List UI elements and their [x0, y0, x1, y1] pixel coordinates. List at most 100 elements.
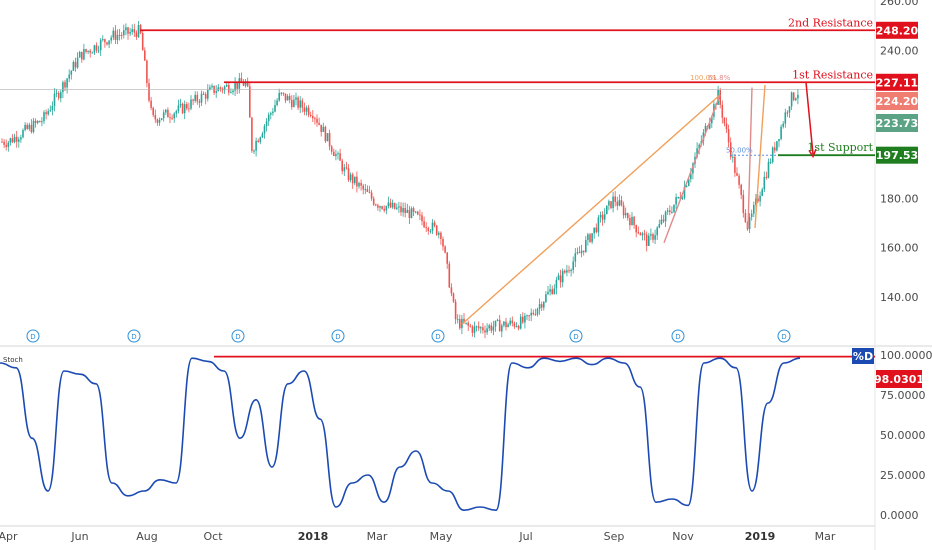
candle-body [648, 235, 650, 246]
candle-body [442, 238, 444, 247]
dividend-marker[interactable] [331, 329, 345, 343]
candle-body [154, 115, 157, 120]
candle-body [402, 208, 404, 213]
candle-body [1, 141, 3, 143]
candle-body [7, 142, 10, 147]
candle-body [505, 321, 507, 328]
candle-body [261, 133, 264, 138]
candle-body [320, 124, 322, 132]
candle-body [723, 117, 726, 124]
candle-body [738, 175, 740, 185]
candle-body [251, 117, 253, 151]
time-tick-label: Oct [203, 530, 223, 543]
candle-body [662, 219, 665, 222]
candle-body [215, 91, 217, 93]
candle-body [95, 45, 98, 51]
dividend-marker-label: D [30, 333, 35, 341]
candle-body [776, 141, 778, 151]
candle-body [606, 205, 608, 215]
candles [1, 20, 799, 339]
candle-body [748, 217, 751, 230]
candle-body [299, 100, 301, 108]
candle-body [526, 315, 528, 317]
candle-body [135, 32, 138, 37]
candle-body [328, 133, 331, 147]
candle-body [677, 197, 679, 199]
candle-body [366, 189, 369, 192]
time-tick-label: Nov [672, 530, 694, 543]
candle-body [85, 49, 87, 52]
candle-body [5, 144, 7, 147]
dividend-marker[interactable] [569, 329, 583, 343]
level-badge [876, 73, 918, 91]
candle-body [532, 312, 535, 315]
candle-body [729, 142, 732, 158]
candle-body [786, 112, 789, 114]
dividend-marker[interactable] [127, 329, 141, 343]
candle-body [412, 208, 415, 212]
candle-body [9, 138, 12, 143]
candle-body [207, 89, 209, 99]
candle-body [608, 201, 610, 206]
candle-body [727, 129, 730, 143]
fib-label: 100.0% [690, 74, 717, 82]
dividend-marker[interactable] [26, 329, 40, 343]
candle-body [234, 83, 236, 91]
candle-body [433, 222, 436, 226]
series-legend-badge [852, 348, 874, 364]
candle-body [173, 113, 175, 119]
candle-body [423, 221, 425, 228]
candle-body [141, 33, 144, 51]
dividend-marker[interactable] [431, 329, 445, 343]
candle-body [641, 233, 644, 236]
candle-body [673, 204, 675, 212]
candle-body [503, 321, 505, 326]
candle-body [429, 230, 432, 232]
candle-body [202, 93, 205, 95]
candle-body [383, 208, 385, 211]
projection-arrow [747, 87, 753, 228]
candle-body [501, 325, 503, 332]
candle-body [652, 234, 654, 240]
price-tick-label: 260.00 [880, 0, 919, 8]
fib-label: 50.00% [726, 147, 753, 155]
dividend-marker[interactable] [777, 329, 791, 343]
candle-body [76, 57, 79, 68]
dividend-marker[interactable] [671, 329, 685, 343]
candle-body [177, 105, 180, 112]
candle-body [482, 327, 484, 331]
candle-body [698, 144, 700, 149]
candle-body [750, 213, 753, 218]
fib-label: 61.8% [708, 74, 731, 82]
candle-body [570, 269, 572, 272]
time-tick-label: Jul [518, 530, 532, 543]
candle-body [492, 326, 495, 331]
candle-body [555, 279, 558, 289]
candle-body [253, 150, 255, 152]
candle-body [574, 253, 577, 262]
candle-body [538, 304, 541, 309]
dividend-marker[interactable] [231, 329, 245, 343]
candle-body [753, 205, 755, 214]
candle-body [55, 92, 58, 94]
candle-body [150, 100, 152, 108]
candle-body [572, 261, 574, 270]
candle-body [114, 30, 117, 40]
candle-body [148, 83, 150, 101]
candle-body [639, 233, 642, 236]
candle-body [160, 118, 163, 120]
candle-body [93, 45, 96, 53]
candle-body [183, 104, 186, 114]
candle-body [778, 139, 780, 142]
candle-body [211, 85, 213, 88]
candle-body [45, 112, 47, 115]
candle-body [767, 162, 770, 178]
dividend-marker-label: D [131, 333, 136, 341]
candle-body [561, 270, 564, 283]
candle-body [360, 182, 362, 186]
candle-body [49, 110, 52, 112]
candle-body [62, 82, 64, 93]
price-tick-label: 240.00 [880, 45, 919, 58]
candle-body [120, 35, 123, 37]
